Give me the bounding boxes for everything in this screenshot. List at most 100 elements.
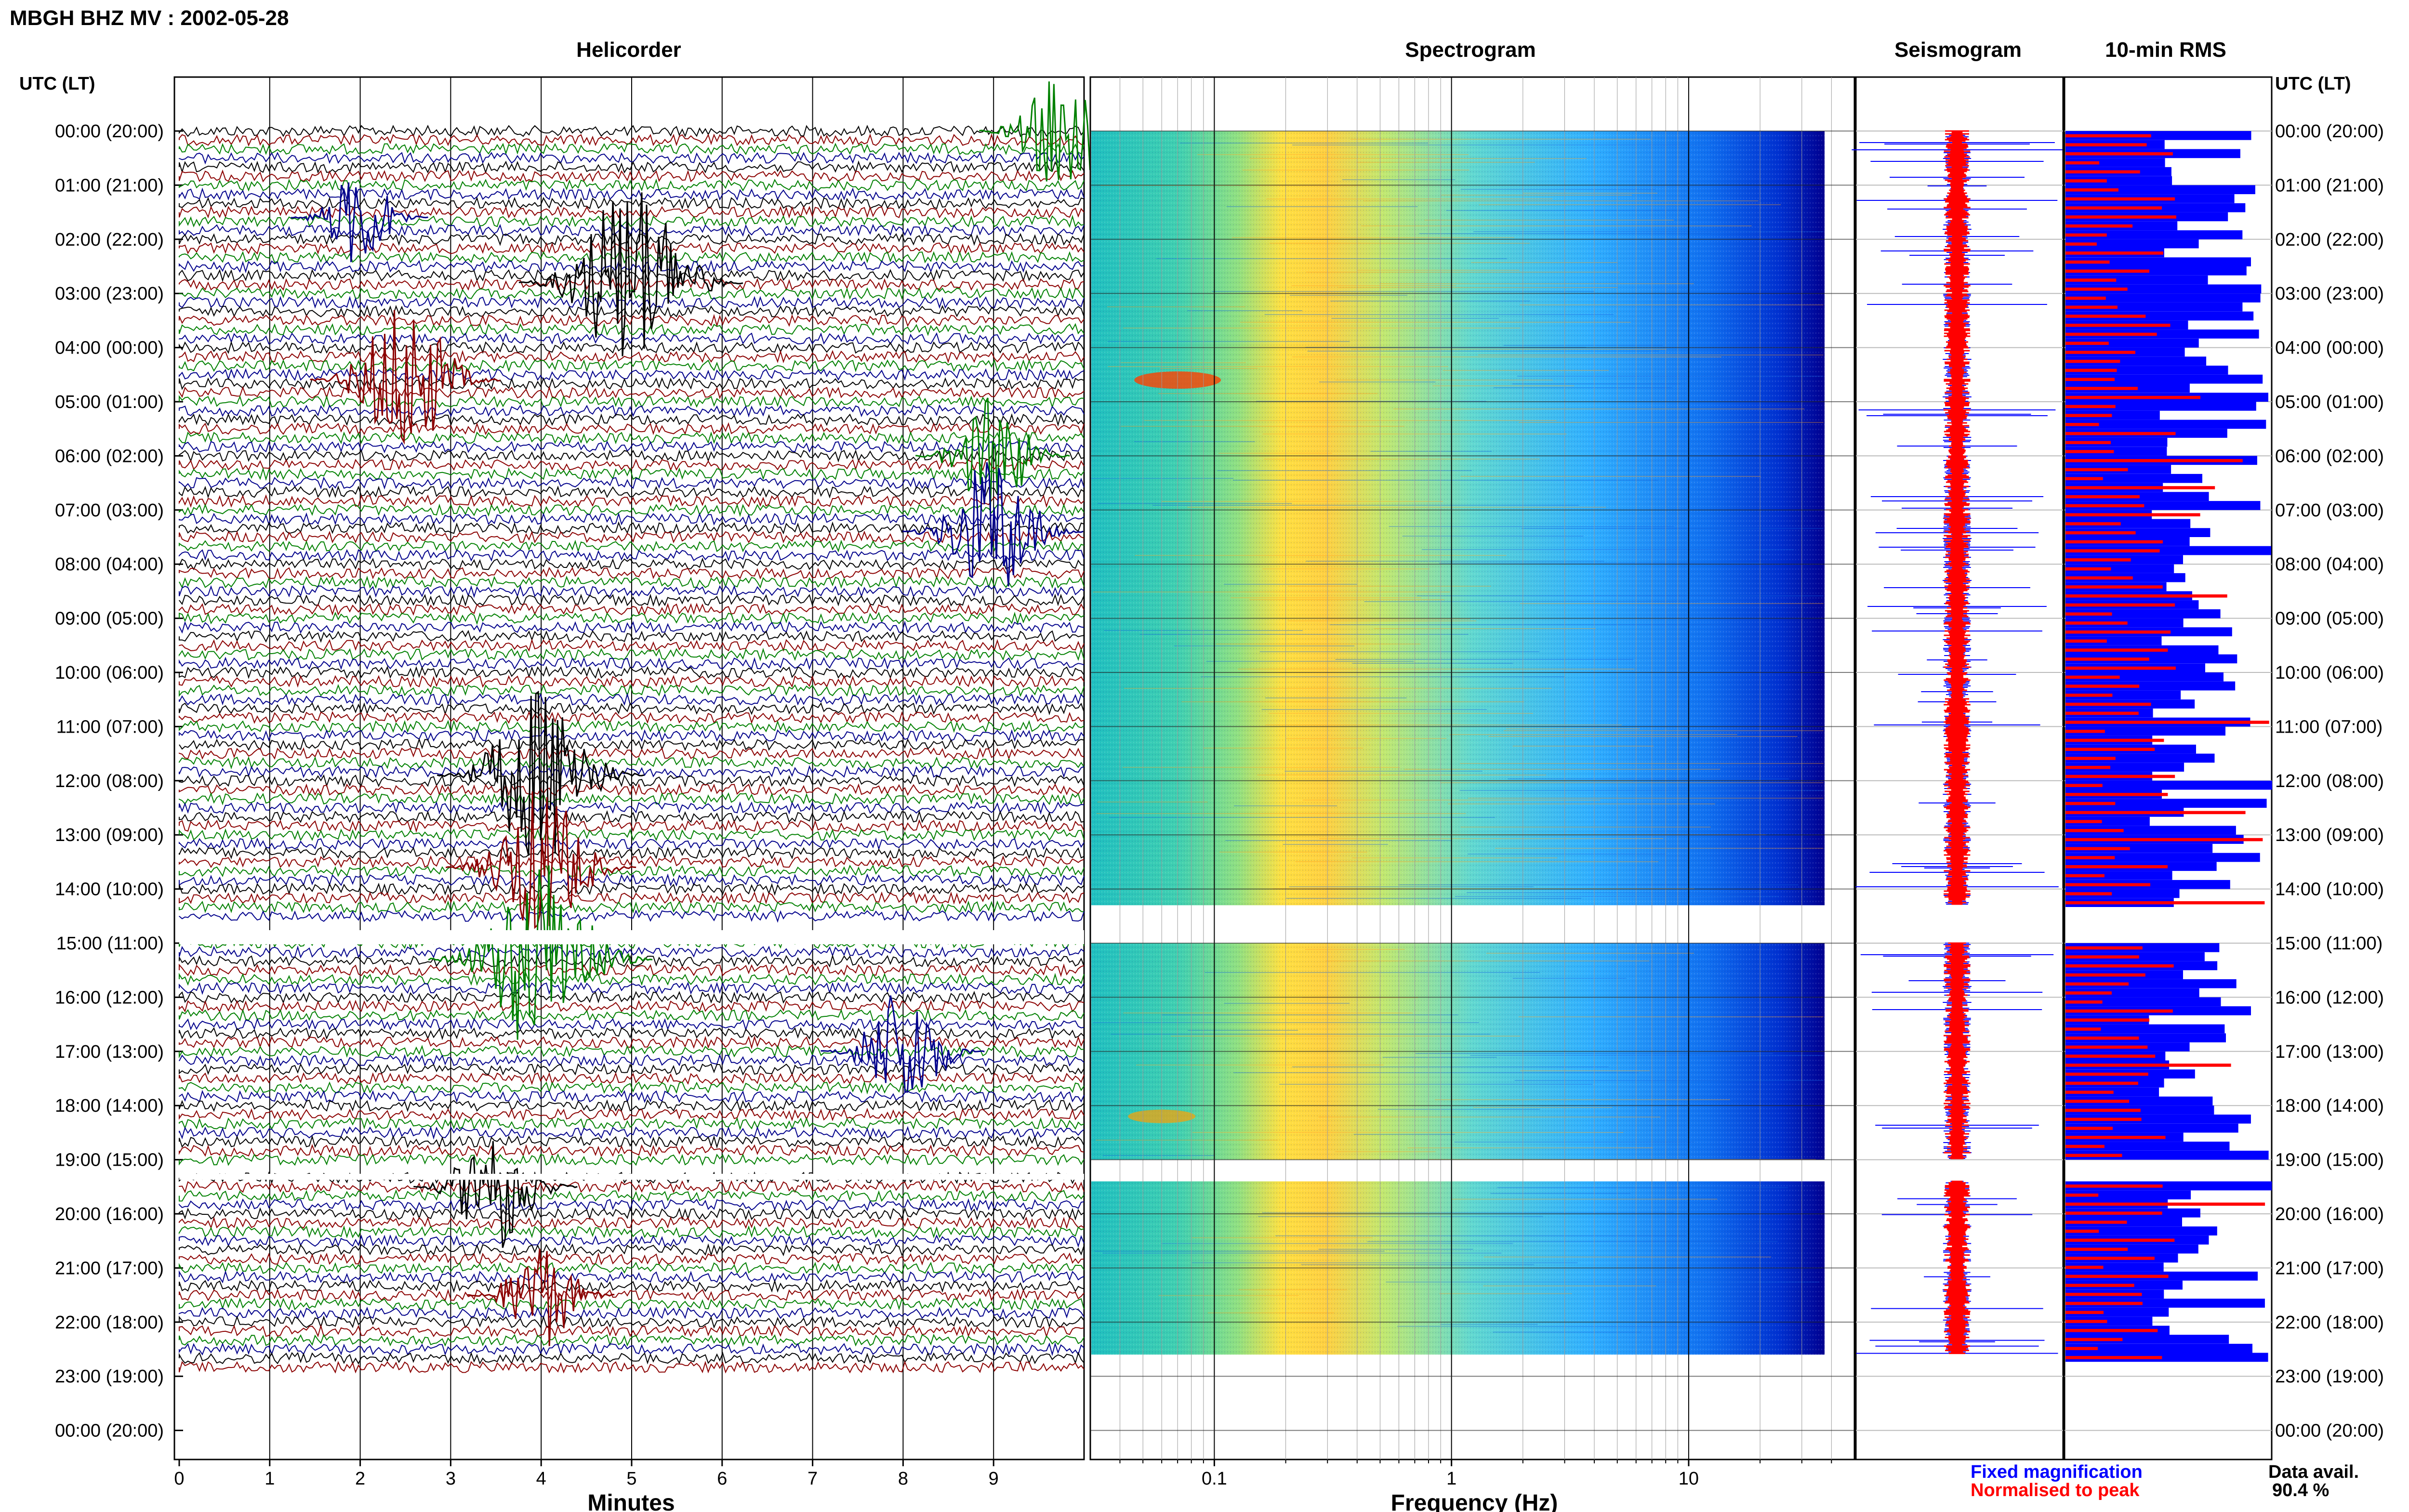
time-label-left-6: 06:00 (02:00) <box>55 446 164 466</box>
rms-bar-normalised <box>2065 1136 2166 1139</box>
helicorder-trace <box>179 729 1085 742</box>
time-label-right-15: 15:00 (11:00) <box>2275 933 2383 954</box>
helicorder-trace <box>179 160 1085 174</box>
helicorder-trace <box>179 630 1085 643</box>
seismogram-normalised <box>1944 130 1971 905</box>
time-label-left-12: 12:00 (08:00) <box>55 771 164 791</box>
rms-bar-fixed <box>2065 816 2150 826</box>
helicorder-trace <box>179 909 1085 923</box>
helicorder-trace <box>179 151 1085 165</box>
rms-bar-normalised <box>2065 423 2099 426</box>
helicorder-trace <box>179 1306 1085 1320</box>
helicorder-trace <box>179 521 1085 535</box>
helicorder-event <box>310 310 501 445</box>
helicorder-trace <box>179 1324 1085 1338</box>
helicorder-trace <box>179 341 1085 354</box>
helicorder-trace <box>179 647 1085 661</box>
rms-bar-normalised <box>2065 811 2246 815</box>
helicorder-trace <box>179 954 1085 968</box>
rms-bar-normalised <box>2065 1265 2104 1269</box>
helicorder-trace <box>179 638 1085 652</box>
rms-bar-normalised <box>2065 973 2145 977</box>
rms-bar-normalised <box>2065 134 2151 138</box>
time-label-left-20: 20:00 (16:00) <box>55 1204 164 1224</box>
time-label-right-6: 06:00 (02:00) <box>2275 446 2384 466</box>
helicorder-trace <box>179 359 1085 372</box>
rms-bar-normalised <box>2065 395 2200 399</box>
helicorder-x-tick: 3 <box>446 1469 456 1489</box>
rms-bar-normalised <box>2065 585 2163 589</box>
helicorder-trace <box>179 394 1085 409</box>
helicorder-x-axis: 0 1 2 3 4 5 6 7 8 9 <box>174 1459 999 1489</box>
rms-bar-normalised <box>2065 1347 2098 1350</box>
time-label-left-5: 05:00 (01:00) <box>55 392 164 412</box>
rms-bar-fixed <box>2065 1096 2213 1106</box>
helicorder-event <box>291 182 428 263</box>
rms-bar-normalised <box>2065 324 2171 327</box>
rms-bar-normalised <box>2065 892 2112 895</box>
time-label-left-22: 22:00 (18:00) <box>55 1313 164 1333</box>
helicorder-event <box>437 690 645 856</box>
time-label-left-8: 08:00 (04:00) <box>55 554 164 575</box>
rms-bar-normalised <box>2065 1054 2156 1058</box>
rms-bar-normalised <box>2065 1144 2105 1148</box>
rms-bar-normalised <box>2065 865 2168 868</box>
rms-bar-fixed <box>2065 131 2251 140</box>
rms-bar-normalised <box>2065 1193 2099 1197</box>
time-label-right-0: 00:00 (20:00) <box>2275 121 2384 142</box>
helicorder-trace <box>179 611 1085 625</box>
rms-bar-fixed <box>2065 528 2210 537</box>
right-time-labels: 00:00 (20:00) 01:00 (21:00) 02:00 (22:00) 0… <box>2275 121 2384 1441</box>
helicorder-trace <box>179 575 1085 589</box>
rms-bar-normalised <box>2065 441 2111 445</box>
helicorder-trace <box>179 377 1085 390</box>
rms-bar-normalised <box>2065 359 2120 363</box>
rms-bar-normalised <box>2065 883 2150 886</box>
helicorder-trace <box>179 1135 1085 1149</box>
helicorder-trace <box>179 1017 1085 1031</box>
helicorder-trace <box>179 1144 1085 1157</box>
helicorder-trace <box>179 1225 1085 1238</box>
rms-bar-normalised <box>2065 1108 2141 1112</box>
rms-bar-normalised <box>2065 351 2135 354</box>
helicorder-x-label: Minutes <box>587 1490 675 1512</box>
helicorder-trace <box>179 710 1085 724</box>
rms-bar-fixed <box>2065 780 2272 790</box>
rms-bar-normalised <box>2065 260 2110 264</box>
rms-bar-normalised <box>2065 576 2133 580</box>
rms-bar-normalised <box>2065 567 2111 571</box>
rms-bar-fixed <box>2065 437 2168 447</box>
rms-bar-fixed <box>2065 690 2181 700</box>
helicorder-event <box>467 1249 615 1346</box>
helicorder-panel <box>173 76 1153 1460</box>
rms-bar-normalised <box>2065 856 2115 859</box>
rms-bar-normalised <box>2065 296 2106 300</box>
helicorder-trace <box>179 963 1085 977</box>
time-label-left-19: 19:00 (15:00) <box>55 1150 164 1170</box>
rms-bar-normalised <box>2065 603 2175 607</box>
helicorder-trace <box>179 764 1085 779</box>
helicorder-trace <box>179 178 1085 192</box>
time-label-right-23: 23:00 (19:00) <box>2275 1367 2384 1387</box>
rms-bar-normalised <box>2065 775 2175 778</box>
rms-bar-fixed <box>2065 1353 2268 1362</box>
rms-bar-normalised <box>2065 450 2114 453</box>
helicorder-trace <box>179 260 1085 274</box>
helicorder-trace <box>179 792 1085 806</box>
helicorder-trace <box>179 620 1085 634</box>
data-avail-value: 90.4 % <box>2272 1480 2329 1500</box>
time-label-right-1: 01:00 (21:00) <box>2275 175 2384 196</box>
rms-bar-fixed <box>2065 1226 2217 1236</box>
rms-bar-fixed <box>2065 284 2262 294</box>
rms-bar-fixed <box>2065 681 2236 691</box>
rms-bar-fixed <box>2065 230 2243 239</box>
helicorder-trace <box>179 296 1085 309</box>
rms-bar-normalised <box>2065 1064 2231 1067</box>
rms-bar-normalised <box>2065 242 2097 246</box>
helicorder-trace <box>179 801 1085 815</box>
rms-bar-normalised <box>2065 1127 2113 1130</box>
rms-bar-normalised <box>2065 197 2175 201</box>
rms-bar-normalised <box>2065 288 2128 291</box>
helicorder-x-tick: 5 <box>626 1469 636 1489</box>
